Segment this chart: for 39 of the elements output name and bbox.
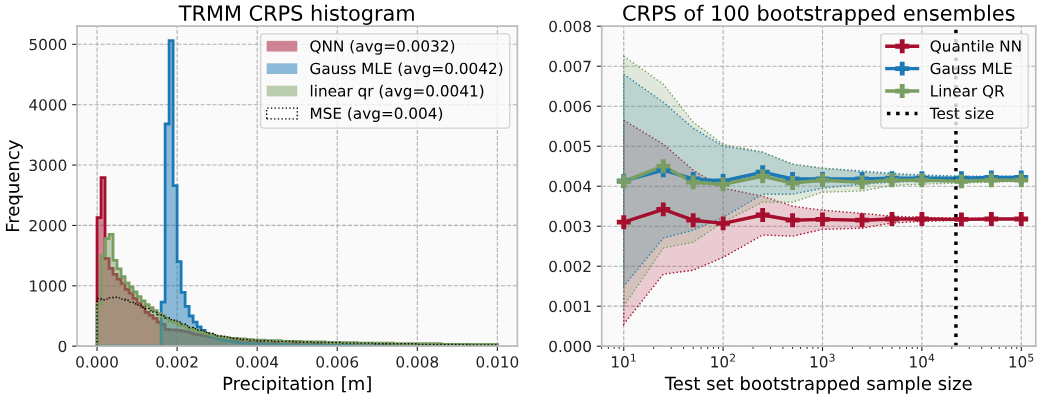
- x-tick-label: 10$^{5}$: [1009, 353, 1034, 368]
- x-axis-title: Test set bootstrapped sample size: [664, 376, 972, 394]
- legend-label: QNN (avg=0.0032): [310, 39, 455, 55]
- legend-label: Gauss MLE (avg=0.0042): [310, 62, 503, 78]
- x-tick-label: 10$^{1}$: [611, 353, 636, 368]
- y-tick-label: 2000: [29, 219, 67, 232]
- y-tick-label: 5000: [29, 38, 67, 51]
- y-tick-label: 0.001: [549, 300, 591, 313]
- y-tick-label: 0.007: [549, 60, 591, 73]
- x-tick-label: 0.010: [476, 356, 519, 368]
- legend-label: Quantile NN: [930, 39, 1021, 54]
- x-tick-label: 0.006: [316, 356, 359, 368]
- y-tick-label: 4000: [29, 99, 67, 111]
- ref-line-label: Test size: [929, 107, 994, 120]
- y-tick-label: 0.003: [549, 220, 591, 233]
- x-axis-title: Precipitation [m]: [223, 376, 371, 394]
- y-tick-label: 0.004: [549, 180, 592, 193]
- y-tick-label: 0.008: [549, 20, 591, 33]
- x-tick-label: 0.008: [396, 356, 439, 368]
- y-axis-title: Frequency: [5, 140, 23, 232]
- x-tick-label: 0.002: [156, 356, 198, 368]
- x-tick-label: 10$^{3}$: [810, 353, 835, 368]
- y-tick-label: 3000: [29, 159, 67, 172]
- x-tick-label: 0.000: [76, 356, 118, 368]
- chart-title: CRPS of 100 bootstrapped ensembles: [623, 4, 1015, 25]
- x-tick-label: 10$^{2}$: [711, 353, 735, 368]
- y-tick-label: 1000: [30, 280, 67, 292]
- chart-title: TRMM CRPS histogram: [178, 4, 414, 25]
- legend-label: Gauss MLE: [930, 62, 1012, 75]
- legend-label: Linear QR: [931, 84, 1005, 99]
- y-tick-label: 0.005: [549, 140, 591, 153]
- legend-label: MSE (avg=0.004): [310, 107, 443, 123]
- y-tick-label: 0: [58, 340, 67, 353]
- y-tick-label: 0.000: [549, 340, 591, 353]
- y-tick-label: 0.006: [549, 100, 592, 113]
- x-tick-label: 0.004: [236, 356, 279, 368]
- legend-label: linear qr (avg=0.0041): [310, 84, 484, 100]
- x-tick-label: 10$^{4}$: [910, 353, 935, 368]
- y-tick-label: 0.002: [549, 260, 591, 273]
